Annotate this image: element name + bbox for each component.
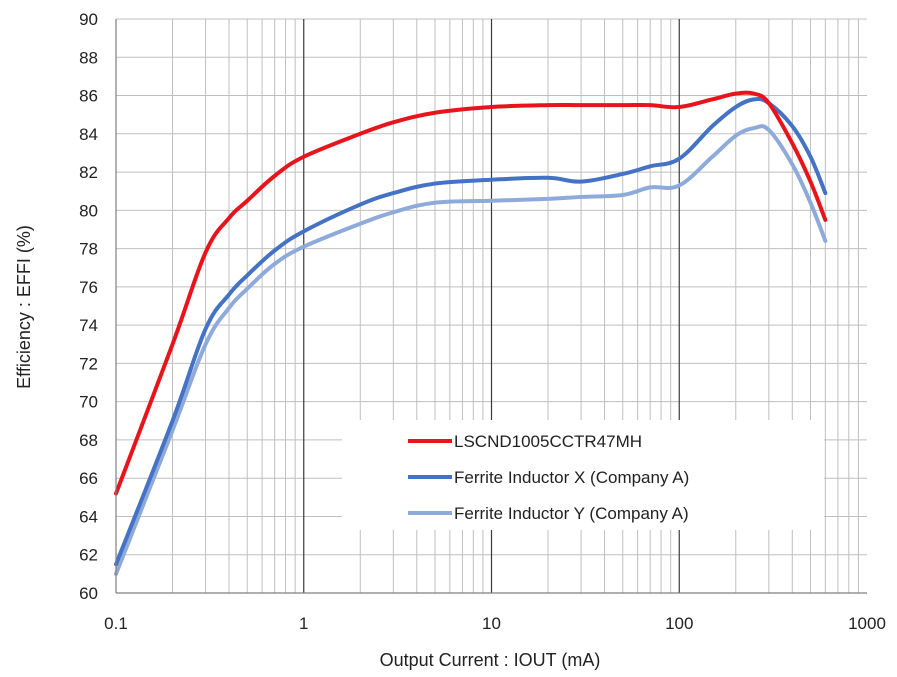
legend: LSCND1005CCTR47MH Ferrite Inductor X (Com… [342, 420, 824, 530]
y-tick-label: 82 [79, 163, 98, 182]
y-tick-label: 86 [79, 87, 98, 106]
series-line-1 [114, 90, 828, 496]
x-tick-label: 1 [299, 614, 308, 633]
y-tick-label: 72 [79, 354, 98, 373]
y-tick-label: 62 [79, 546, 98, 565]
x-tick-label: 0.1 [104, 614, 128, 633]
x-tick-label: 10 [482, 614, 501, 633]
y-tick-label: 60 [79, 584, 98, 603]
y-tick-label: 90 [79, 10, 98, 29]
series-lines [114, 90, 828, 576]
legend-label-2: Ferrite Inductor X (Company A) [454, 468, 689, 487]
y-axis-title: Efficiency : EFFI (%) [14, 225, 34, 389]
x-axis-title: Output Current : IOUT (mA) [380, 650, 601, 670]
y-tick-label: 84 [79, 125, 98, 144]
legend-label-3: Ferrite Inductor Y (Company A) [454, 504, 689, 523]
y-tick-label: 88 [79, 48, 98, 67]
y-tick-label: 68 [79, 431, 98, 450]
y-tick-label: 70 [79, 393, 98, 412]
axes: 60 62 64 66 68 70 72 74 76 78 80 82 84 86 88 90 0.1 1 10 10… [79, 10, 886, 633]
y-tick-label: 80 [79, 201, 98, 220]
x-tick-label: 1000 [848, 614, 886, 633]
x-tick-label: 100 [665, 614, 693, 633]
y-tick-label: 64 [79, 507, 98, 526]
series-line-2 [114, 96, 828, 567]
y-tick-label: 66 [79, 469, 98, 488]
y-tick-label: 76 [79, 278, 98, 297]
legend-label-1: LSCND1005CCTR47MH [454, 432, 642, 451]
series-line-3 [114, 124, 828, 576]
y-tick-label: 74 [79, 316, 98, 335]
y-tick-label: 78 [79, 240, 98, 259]
